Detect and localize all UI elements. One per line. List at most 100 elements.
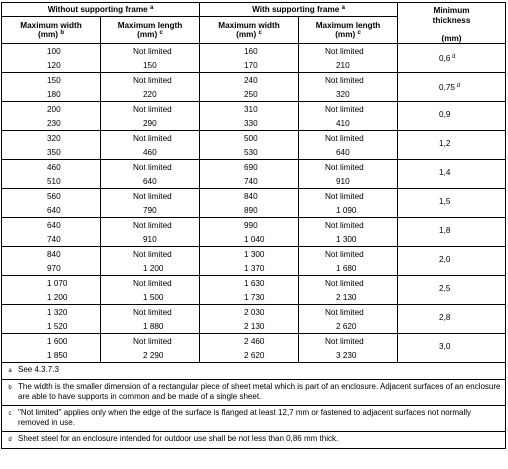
cell-min-thickness: 0,9	[397, 101, 507, 132]
cell-value: Not limited	[133, 47, 172, 57]
cell-value: Not limited	[133, 250, 172, 260]
thickness-value: 3,0	[439, 342, 451, 352]
header-max-width-1: Maximum width (mm) b	[1, 16, 101, 45]
cell-value: 1 370	[244, 264, 265, 274]
cell-value: 410	[336, 119, 350, 129]
table-row: 100 120 Not limited 150 160 170 Not limited 210…	[1, 43, 507, 74]
footnote-text: See 4.3.7.3	[18, 365, 59, 375]
cell-value: 1 500	[143, 293, 164, 303]
cell-max-width-with-frame: 240 250	[199, 72, 299, 103]
footnote-mark: d	[8, 437, 12, 444]
cell-value: 3 230	[336, 351, 357, 361]
cell-value: 2 030	[244, 308, 265, 318]
cell-max-length-with-frame: Not limited 1 090	[297, 188, 399, 219]
cell-value: 180	[47, 90, 61, 100]
thickness-value: 1,5	[439, 197, 451, 207]
cell-value: 1 040	[244, 235, 265, 245]
cell-max-width-with-frame: 690 740	[199, 159, 299, 190]
thickness-value: 2,0	[439, 255, 451, 265]
footnote-cell: a See 4.3.7.3	[0, 362, 507, 381]
cell-value: 320	[47, 134, 61, 144]
cell-max-width-with-frame: 2 460 2 620	[199, 333, 299, 364]
cell-value: Not limited	[325, 279, 364, 289]
cell-min-thickness: 0,6 d	[397, 43, 507, 74]
cell-min-thickness: 3,0	[397, 333, 507, 364]
header-with-frame: With supporting frame a	[198, 1, 399, 18]
cell-value: Not limited	[325, 308, 364, 318]
cell-max-length-with-frame: Not limited 320	[297, 72, 399, 103]
cell-max-length-with-frame: Not limited 3 230	[297, 333, 399, 364]
table-row: 460 510 Not limited 640 690 740 Not limited 910…	[1, 159, 507, 190]
cell-value: 510	[47, 177, 61, 187]
cell-max-width-with-frame: 990 1 040	[199, 217, 299, 248]
cell-value: Not limited	[133, 76, 172, 86]
cell-value: Not limited	[325, 192, 364, 202]
cell-value: 2 620	[336, 322, 357, 332]
cell-value: 640	[47, 206, 61, 216]
sheet-metal-thickness-table: Without supporting frame a With supporti…	[0, 1, 507, 450]
table-row: 1 320 1 520 Not limited 1 880 2 030 2 130 Not …	[1, 304, 507, 335]
cell-value: 890	[244, 206, 258, 216]
cell-value: 310	[244, 105, 258, 115]
footnote-text: "Not limited" applies only when the edge…	[18, 408, 472, 428]
cell-value: 1 320	[47, 308, 68, 318]
cell-max-length-with-frame: Not limited 1 680	[297, 246, 399, 277]
footnotes: a See 4.3.7.3 b The width is the smaller di…	[0, 362, 507, 450]
cell-value: Not limited	[325, 163, 364, 173]
cell-max-width-with-frame: 1 630 1 730	[199, 275, 299, 306]
cell-max-width-without-frame: 640 740	[1, 217, 101, 248]
cell-max-length-without-frame: Not limited 1 880	[100, 304, 200, 335]
table-row: 840 970 Not limited 1 200 1 300 1 370 Not limi…	[1, 246, 507, 277]
cell-value: 160	[244, 47, 258, 57]
cell-max-width-without-frame: 1 320 1 520	[1, 304, 101, 335]
cell-value: 1 600	[47, 337, 68, 347]
cell-value: 200	[47, 105, 61, 115]
footnote-mark: c	[8, 411, 12, 418]
cell-max-length-with-frame: Not limited 2 620	[297, 304, 399, 335]
cell-max-length-without-frame: Not limited 220	[100, 72, 200, 103]
cell-value: 1 070	[47, 279, 68, 289]
cell-max-length-without-frame: Not limited 790	[100, 188, 200, 219]
cell-min-thickness: 1,2	[397, 130, 507, 161]
header-max-width-2: Maximum width (mm) c	[199, 16, 299, 45]
cell-max-length-without-frame: Not limited 460	[100, 130, 200, 161]
cell-value: 990	[244, 221, 258, 231]
cell-value: 740	[47, 235, 61, 245]
header-max-length-2: Maximum length (mm) c	[297, 16, 399, 45]
cell-value: Not limited	[133, 192, 172, 202]
cell-max-length-without-frame: Not limited 1 500	[100, 275, 200, 306]
cell-value: Not limited	[325, 221, 364, 231]
cell-value: 240	[244, 76, 258, 86]
cell-value: 840	[244, 192, 258, 202]
cell-value: Not limited	[133, 279, 172, 289]
cell-value: 1 850	[47, 351, 68, 361]
cell-value: Not limited	[133, 105, 172, 115]
cell-max-length-without-frame: Not limited 910	[100, 217, 200, 248]
cell-max-length-without-frame: Not limited 640	[100, 159, 200, 190]
cell-max-width-with-frame: 2 030 2 130	[199, 304, 299, 335]
cell-value: Not limited	[325, 47, 364, 57]
footnote-row: b The width is the smaller dimension of a…	[0, 379, 507, 407]
table-row: 1 600 1 850 Not limited 2 290 2 460 2 620 Not …	[1, 333, 507, 364]
cell-max-width-without-frame: 840 970	[1, 246, 101, 277]
table-row: 640 740 Not limited 910 990 1 040 Not limited 1…	[1, 217, 507, 248]
cell-value: 560	[47, 192, 61, 202]
thickness-footnote-ref: d	[450, 54, 456, 61]
cell-value: 2 620	[244, 351, 265, 361]
cell-value: Not limited	[133, 308, 172, 318]
cell-value: 120	[47, 61, 61, 71]
footnote-cell: d Sheet steel for an enclosure intended f…	[0, 431, 507, 450]
thickness-value: 0,75 d	[439, 83, 460, 93]
cell-value: 690	[244, 163, 258, 173]
cell-value: 910	[143, 235, 157, 245]
thickness-value: 1,2	[439, 139, 451, 149]
footnote-row: a See 4.3.7.3	[0, 362, 507, 381]
thickness-table-container: Without supporting frame a With supporti…	[0, 1, 507, 450]
footnote-text: Sheet steel for an enclosure intended fo…	[18, 434, 339, 444]
cell-min-thickness: 2,0	[397, 246, 507, 277]
cell-max-length-without-frame: Not limited 1 200	[100, 246, 200, 277]
cell-value: Not limited	[325, 76, 364, 86]
thickness-footnote-ref: d	[454, 83, 460, 90]
cell-value: 2 460	[244, 337, 265, 347]
cell-value: 210	[336, 61, 350, 71]
